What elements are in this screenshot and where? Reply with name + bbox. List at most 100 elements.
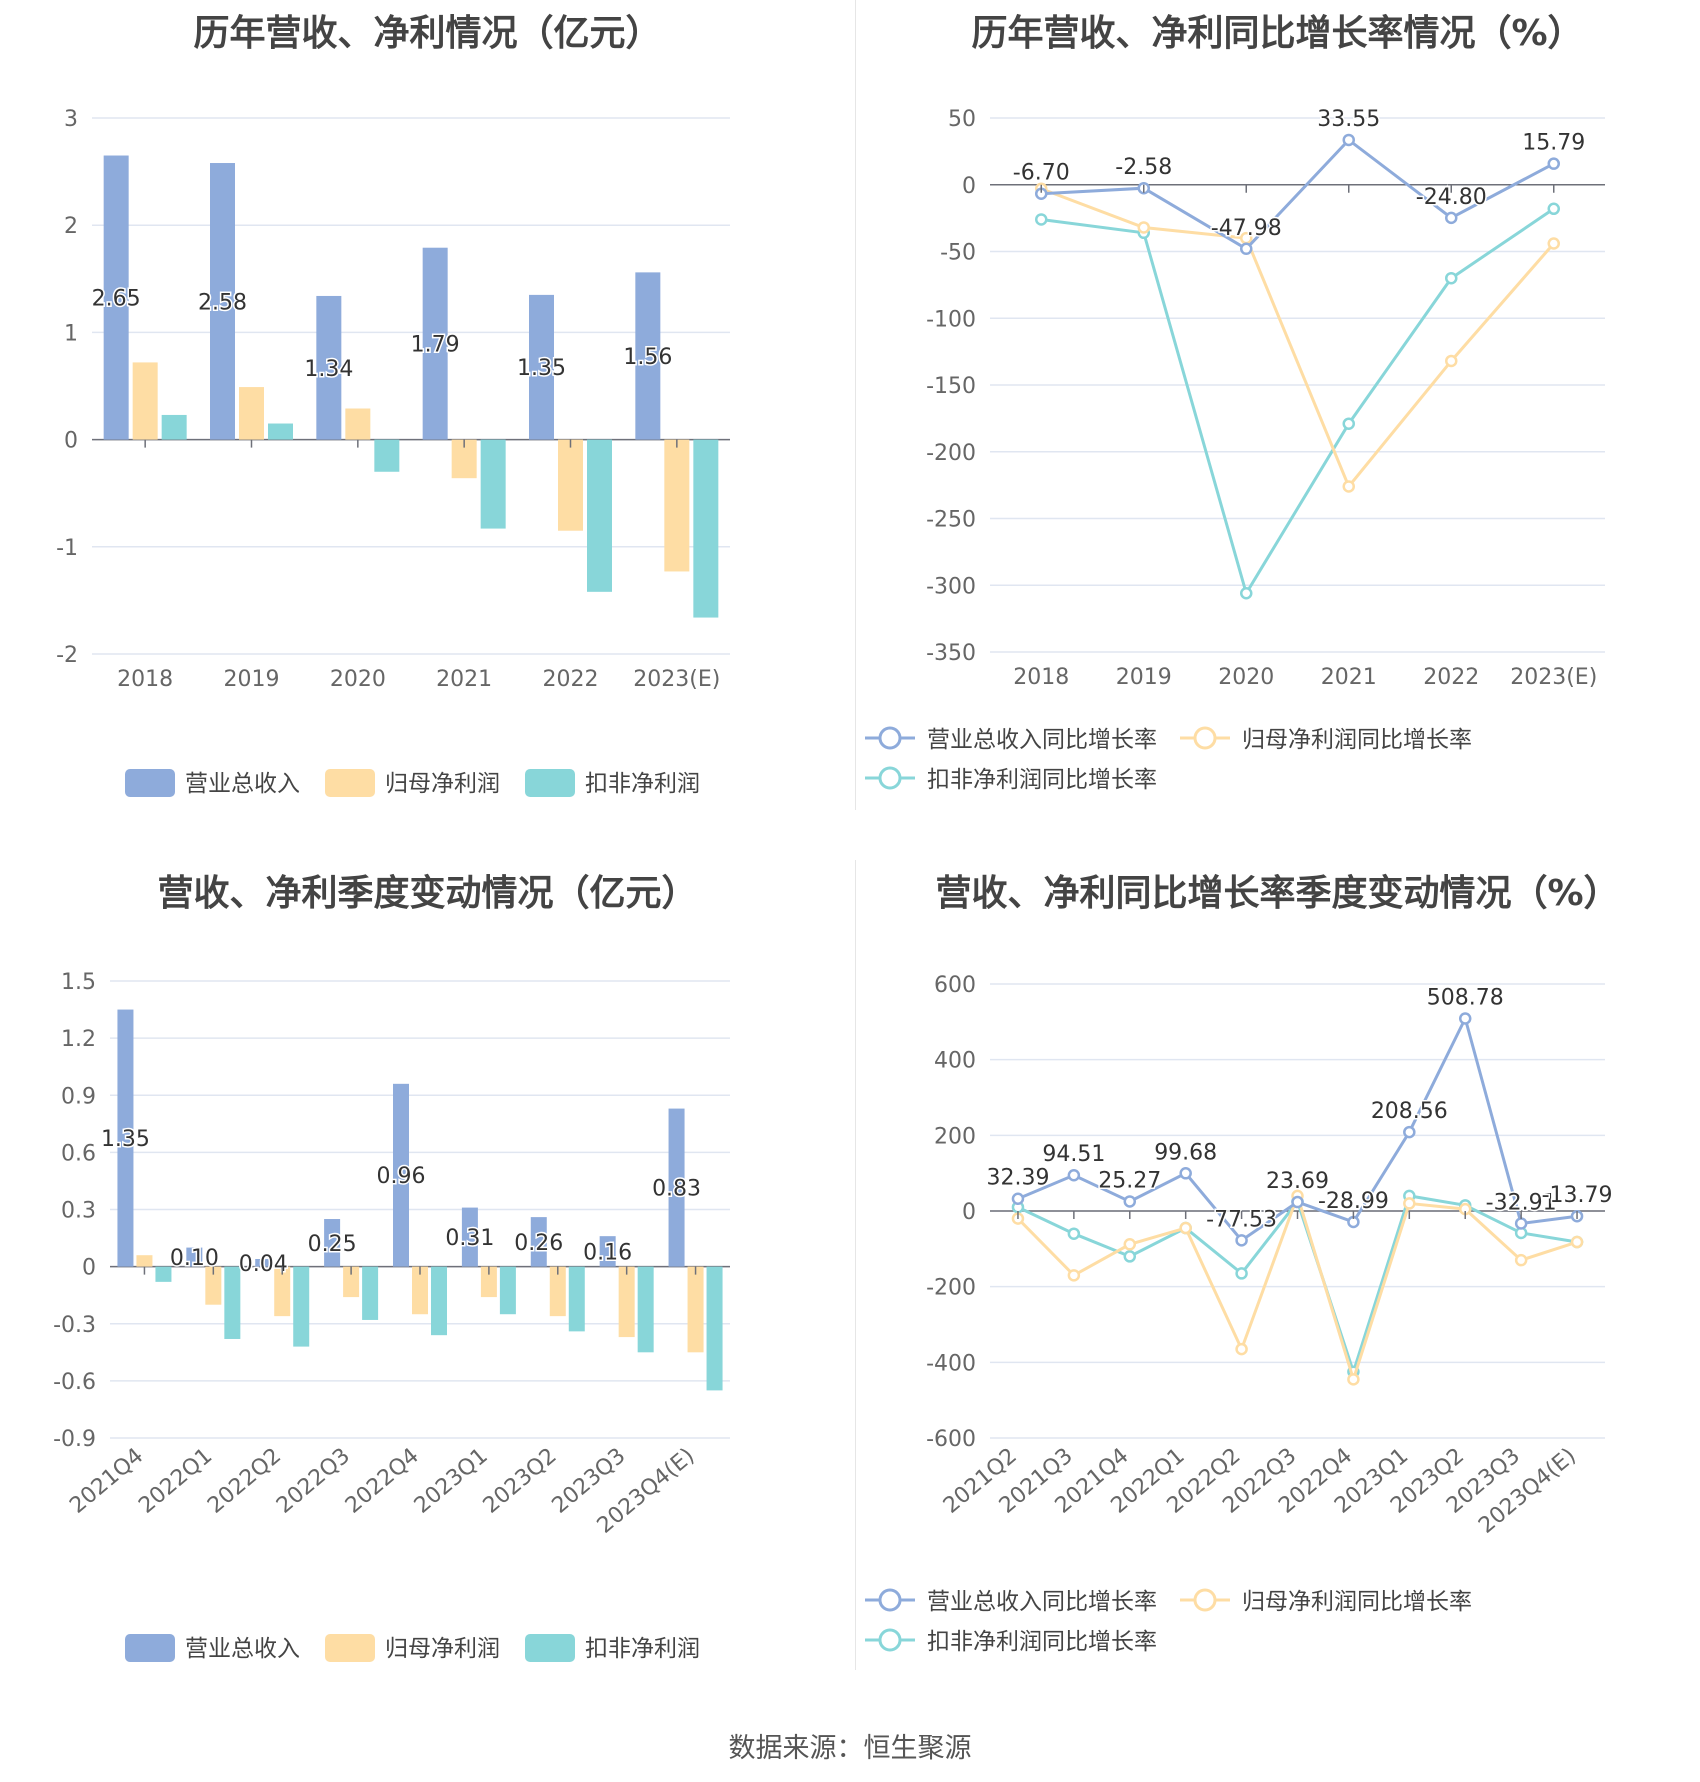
x-tick-label: 2023(E) xyxy=(633,667,720,692)
chart-svg: 3 2 1 0 -1 -2 2.65 2.58 1.34 1.79 1.35 1.56 2018 2019… xyxy=(56,107,730,797)
x-tick-label: 2022Q1 xyxy=(134,1443,217,1518)
y-tick-label: -0.6 xyxy=(53,1370,96,1395)
legend-label: 归母净利润同比增长率 xyxy=(1242,1589,1472,1615)
legend-marker xyxy=(1193,1588,1217,1612)
bar-扣非净利润 xyxy=(155,1266,172,1282)
y-tick-label: -0.9 xyxy=(53,1427,96,1452)
data-label: -32.91 xyxy=(1486,1190,1557,1215)
point-归母净利润同比增长率 xyxy=(1445,354,1458,368)
chart-annual-growth-rate: 历年营收、净利同比增长率情况（%） 50 0 -50 -100 -150 -200 -250… xyxy=(855,0,1700,820)
point-归母净利润同比增长率 xyxy=(1137,221,1150,234)
bar-营业总收入 xyxy=(316,295,342,440)
x-tick-label: 2021 xyxy=(1321,665,1377,690)
bar-营业总收入 xyxy=(668,1108,685,1267)
bar-扣非净利润 xyxy=(362,1266,379,1320)
point-营业总收入同比增长率 xyxy=(1011,1192,1025,1205)
y-tick-label: -400 xyxy=(926,1351,976,1376)
legend-label: 归母净利润 xyxy=(385,1636,500,1662)
legend-swatch xyxy=(125,769,175,797)
y-tick-label: 0 xyxy=(962,1200,976,1225)
data-label: -77.53 xyxy=(1206,1207,1277,1232)
point-归母净利润同比增长率 xyxy=(1570,1235,1584,1249)
data-label: 0.16 xyxy=(583,1240,632,1265)
legend-label: 营业总收入同比增长率 xyxy=(927,727,1157,753)
chart-title: 营收、净利季度变动情况（亿元） xyxy=(157,873,698,914)
x-tick-label: 2021 xyxy=(436,667,492,692)
legend-label: 扣非净利润 xyxy=(585,771,700,797)
data-label: 0.96 xyxy=(377,1164,426,1189)
data-label: -6.70 xyxy=(1013,161,1070,186)
y-tick-label: 1.2 xyxy=(61,1027,96,1052)
bar-归母净利润 xyxy=(205,1266,222,1305)
legend-label: 营业总收入 xyxy=(185,771,300,797)
point-归母净利润同比增长率 xyxy=(1347,1373,1360,1386)
legend-label: 营业总收入同比增长率 xyxy=(927,1589,1157,1615)
x-tick-label: 2022Q2 xyxy=(203,1443,286,1518)
series-line-扣非净利润同比增长率 xyxy=(1041,207,1555,597)
y-tick-label: 0.9 xyxy=(61,1084,96,1109)
y-tick-label: 50 xyxy=(948,107,976,132)
x-tick-label: 2020 xyxy=(330,667,386,692)
data-label: 0.10 xyxy=(170,1246,219,1271)
legend-marker xyxy=(878,766,902,790)
data-label: 2.65 xyxy=(92,287,141,312)
y-tick-label: 0.6 xyxy=(61,1141,96,1166)
point-营业总收入同比增长率 xyxy=(1547,157,1560,170)
legend-swatch xyxy=(525,769,575,797)
data-label: -24.80 xyxy=(1416,185,1487,210)
y-tick-label: 0 xyxy=(64,429,78,454)
y-tick-label: -350 xyxy=(926,641,976,666)
x-tick-label: 2022Q3 xyxy=(272,1443,355,1518)
series-line-归母净利润同比增长率 xyxy=(1040,187,1555,490)
y-tick-label: -50 xyxy=(940,241,976,266)
point-归母净利润同比增长率 xyxy=(1179,1221,1192,1235)
point-扣非净利润同比增长率 xyxy=(1547,202,1560,216)
legend-marker xyxy=(878,726,902,750)
bar-归母净利润 xyxy=(664,439,690,572)
bar-营业总收入 xyxy=(530,1217,547,1267)
bar-扣非净利润 xyxy=(431,1266,447,1336)
x-tick-label: 2023Q2 xyxy=(479,1443,562,1518)
x-tick-label: 2018 xyxy=(1013,665,1069,690)
y-tick-label: -200 xyxy=(926,441,976,466)
data-label: 1.56 xyxy=(623,345,672,370)
point-扣非净利润同比增长率 xyxy=(1235,1267,1248,1280)
y-tick-label: 2 xyxy=(64,214,78,239)
x-tick-label: 2018 xyxy=(117,667,173,692)
point-营业总收入同比增长率 xyxy=(1235,1234,1248,1247)
bar-营业总收入 xyxy=(529,294,554,440)
bar-归母净利润 xyxy=(239,387,264,440)
data-label: 0.26 xyxy=(514,1231,563,1256)
bar-扣非净利润 xyxy=(374,439,400,472)
bar-营业总收入 xyxy=(186,1247,203,1267)
y-tick-label: 3 xyxy=(64,107,78,132)
bar-营业总收入 xyxy=(210,163,235,440)
bar-归母净利润 xyxy=(274,1266,291,1317)
chart-quarterly-revenue-profit: 营收、净利季度变动情况（亿元） 1.5 1.2 0.9 0.6 0.3 0 -0.3 -0.6… xyxy=(0,860,855,1680)
data-label: 15.79 xyxy=(1522,131,1585,156)
point-归母净利润同比增长率 xyxy=(1235,1342,1248,1356)
bar-营业总收入 xyxy=(255,1259,272,1267)
data-label: 99.68 xyxy=(1154,1140,1217,1165)
bar-扣非净利润 xyxy=(693,439,719,618)
y-tick-label: -150 xyxy=(926,374,976,399)
point-扣非净利润同比增长率 xyxy=(1342,417,1355,430)
data-label: 1.34 xyxy=(304,357,353,382)
y-tick-label: 1 xyxy=(64,321,78,346)
bar-归母净利润 xyxy=(345,408,371,440)
x-tick-label: 2023Q1 xyxy=(410,1443,493,1518)
chart-title: 营收、净利同比增长率季度变动情况（%） xyxy=(935,873,1620,914)
y-tick-label: -300 xyxy=(926,574,976,599)
series-line-归母净利润同比增长率 xyxy=(1016,1191,1578,1385)
bar-扣非净利润 xyxy=(268,423,293,440)
point-营业总收入同比增长率 xyxy=(1403,1125,1416,1139)
point-营业总收入同比增长率 xyxy=(1458,1012,1472,1025)
bar-归母净利润 xyxy=(558,439,583,531)
bar-扣非净利润 xyxy=(161,414,187,440)
bar-营业总收入 xyxy=(103,155,129,440)
bar-归母净利润 xyxy=(343,1266,360,1298)
y-tick-label: -1 xyxy=(56,536,78,561)
data-source: 数据来源：恒生聚源 xyxy=(728,1733,972,1764)
point-营业总收入同比增长率 xyxy=(1067,1168,1081,1182)
y-tick-label: 1.5 xyxy=(61,970,96,995)
